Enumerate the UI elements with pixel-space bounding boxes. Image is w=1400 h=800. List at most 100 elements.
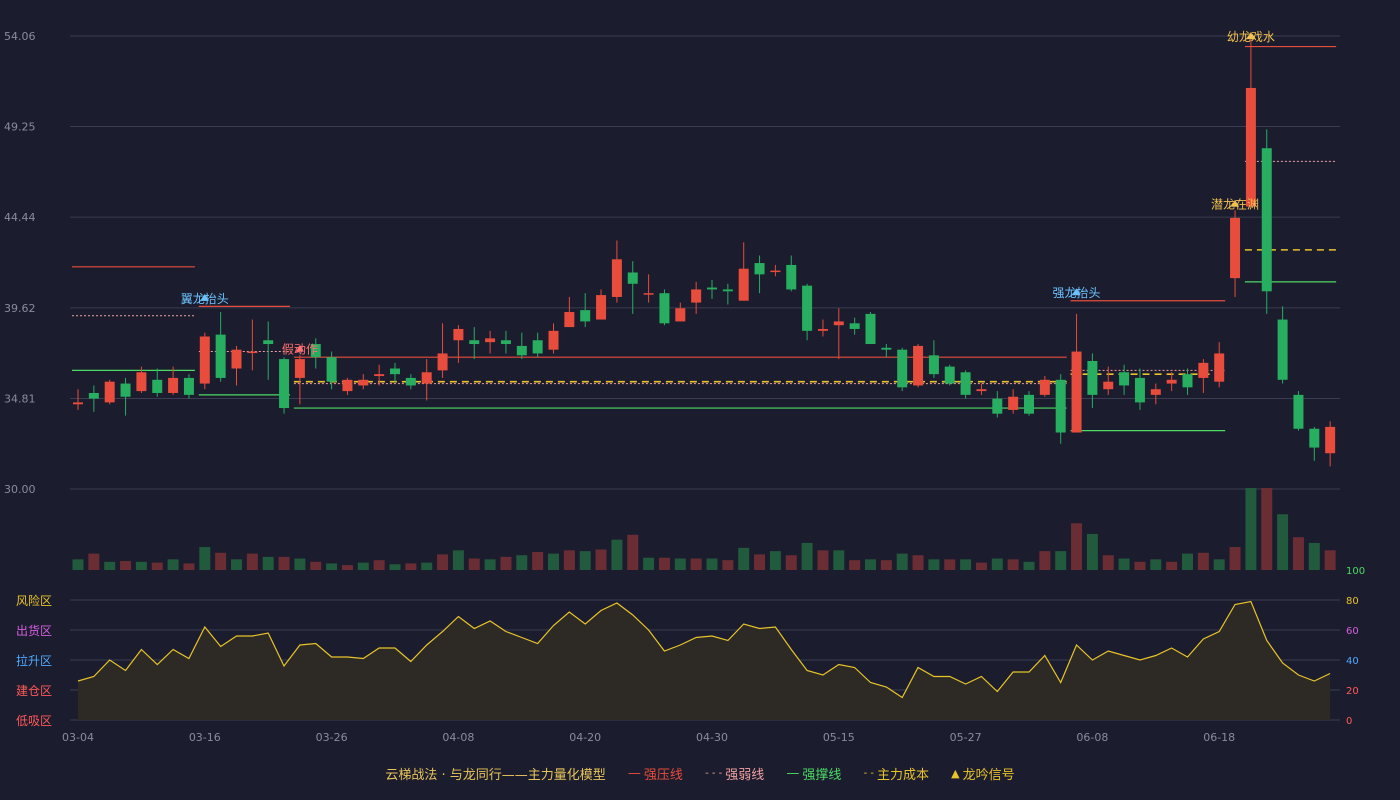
volume-bar (563, 550, 575, 570)
candle-body (485, 338, 496, 343)
legend-item-weak[interactable]: - - - 强弱线 (705, 764, 764, 783)
volume-bar (357, 562, 369, 570)
candle-body (627, 272, 638, 284)
signal-label: 翼龙抬头 (181, 292, 229, 306)
candle-body (310, 344, 321, 358)
candle-body (960, 372, 971, 395)
signal-triangle (295, 344, 304, 352)
volume-bar (341, 565, 353, 570)
volume-bar (991, 558, 1003, 570)
date-tick-label: 03-16 (189, 731, 221, 744)
signal-label: 假动作 (282, 343, 318, 357)
volume-bar (120, 560, 132, 570)
price-tick-label: 49.25 (4, 121, 36, 134)
legend-label: 龙吟信号 (962, 768, 1015, 783)
date-tick-label: 05-27 (950, 731, 982, 744)
volume-bar (769, 551, 781, 570)
legend-mark: — (786, 766, 800, 781)
candle-body (326, 357, 337, 382)
volume-bar (1166, 561, 1178, 570)
legend-item-resistance[interactable]: — 强压线 (628, 764, 683, 783)
candle-body (421, 372, 432, 384)
candle-body (1134, 377, 1145, 403)
candle-body (183, 377, 194, 395)
volume-bar (1118, 558, 1130, 570)
osc-line (77, 600, 1331, 699)
date-tick-label: 06-08 (1076, 731, 1108, 744)
candle-body (691, 289, 702, 303)
candle-body (88, 392, 99, 399)
candle-body (754, 263, 765, 275)
legend-title: 云梯战法 · 与龙同行——主力量化模型 (385, 768, 606, 783)
candle-body (833, 321, 844, 326)
volume-bar (1261, 488, 1273, 570)
osc-tick-label: 80 (1346, 596, 1359, 607)
volume-bar (817, 550, 829, 570)
legend-item-support[interactable]: — 强撑线 (786, 764, 841, 783)
date-tick-label: 04-20 (569, 731, 601, 744)
price-tick-label: 54.06 (4, 30, 36, 43)
candle-body (1277, 319, 1288, 380)
osc-zone-label: 低吸区 (16, 714, 52, 728)
volume-bar (1007, 559, 1019, 570)
volume-bar (1086, 533, 1098, 570)
volume-bar (928, 559, 940, 570)
legend-item-signal[interactable]: ▲ 龙吟信号 (951, 764, 1014, 783)
volume-bar (896, 553, 908, 570)
volume-bar (1229, 547, 1241, 570)
volume-bar (1023, 561, 1035, 570)
candle-body (168, 377, 179, 393)
volume-bar (595, 549, 607, 570)
date-tick-label: 03-04 (62, 731, 94, 744)
volume-bar (500, 556, 512, 570)
candle-body (215, 334, 226, 378)
volume-bar (389, 564, 401, 570)
candle-body (1103, 381, 1114, 390)
price-axis: 54.06 49.25 44.44 39.62 34.81 30.00 (4, 30, 36, 496)
oscillator-panel: 80 风险区 60 出货区 40 拉升区 20 建仓区 0 低吸区 (16, 593, 1359, 728)
candle-body (1230, 217, 1241, 279)
signal-label: 幼龙戏水 (1227, 30, 1275, 44)
candle-body (136, 372, 147, 392)
volume-bar (1277, 514, 1289, 570)
volume-bar (452, 550, 464, 570)
candle-body (1150, 389, 1161, 395)
osc-tick-label: 40 (1346, 656, 1359, 667)
candle-body (643, 293, 654, 295)
date-tick-label: 06-18 (1203, 731, 1235, 744)
legend-item-cost[interactable]: - - 主力成本 (864, 764, 929, 783)
signal-triangle (1246, 32, 1255, 40)
volume-bar (468, 558, 480, 570)
candle-body (342, 379, 353, 392)
candle-body (944, 366, 955, 384)
volume-bar (262, 556, 274, 570)
candle-body (1055, 379, 1066, 433)
date-tick-label: 05-15 (823, 731, 855, 744)
candle-body (1039, 379, 1050, 395)
candle-body (675, 308, 686, 322)
volume-bar (658, 557, 670, 570)
candle-body (738, 268, 749, 301)
candle-body (722, 289, 733, 292)
candle-body (1166, 379, 1177, 384)
candle-body (247, 351, 258, 354)
signal-triangle (1231, 199, 1240, 207)
candle-body (453, 328, 464, 341)
candle-body (992, 398, 1003, 414)
volume-bar (880, 560, 892, 570)
candle-body (500, 340, 511, 345)
volume-bar (1197, 552, 1209, 570)
volume-bar (231, 559, 242, 570)
candle-body (865, 313, 876, 345)
candle-body (358, 379, 369, 386)
volume-bar (960, 559, 972, 570)
volume-bar (294, 558, 306, 570)
volume-bar (722, 560, 734, 570)
candle-body (405, 377, 416, 386)
volume-bar (532, 551, 544, 570)
candle-body (104, 381, 115, 403)
osc-tick-label: 60 (1346, 626, 1359, 637)
candle-body (231, 349, 242, 369)
